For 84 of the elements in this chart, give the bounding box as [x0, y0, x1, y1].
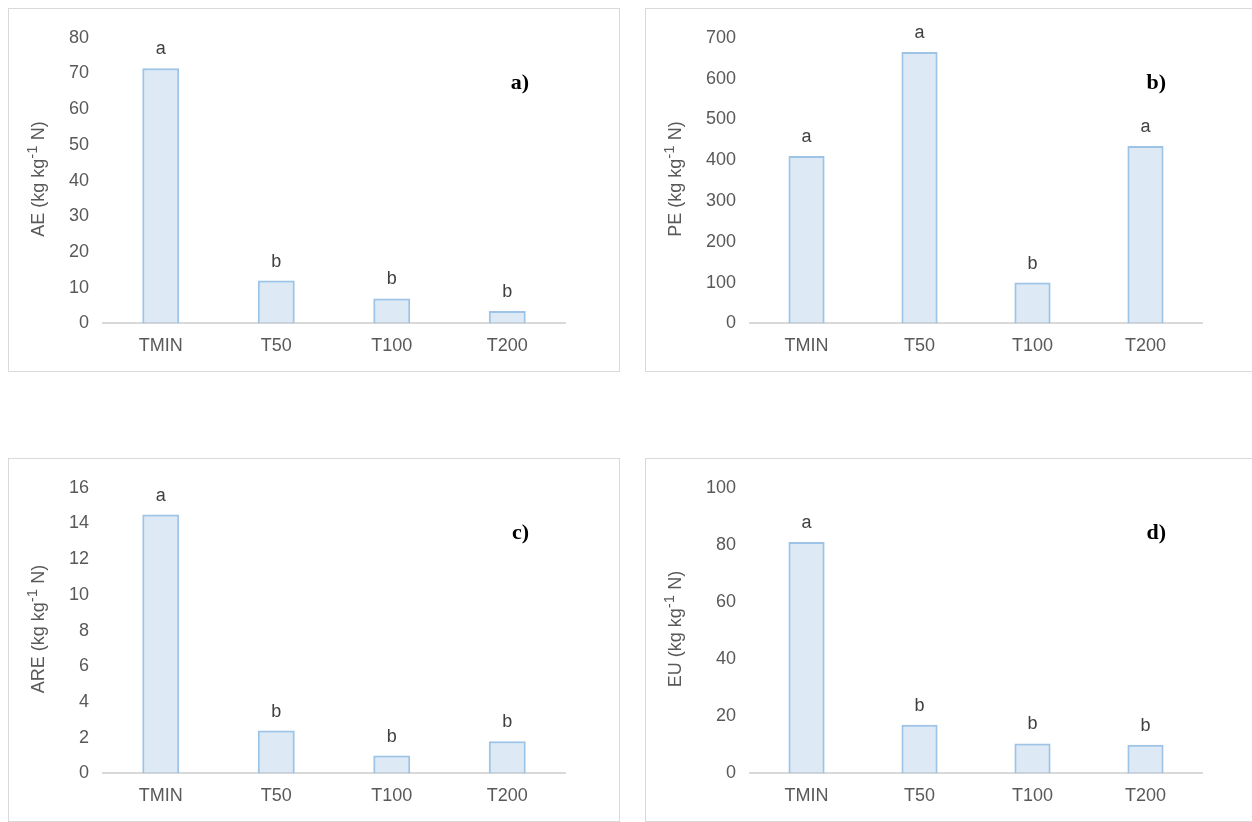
annotation: b: [502, 280, 513, 301]
annotation: b: [914, 694, 925, 715]
bar: [488, 310, 526, 324]
y-tick-label: 10: [68, 583, 90, 604]
bar: [373, 755, 411, 774]
y-tick-label: 40: [68, 169, 90, 190]
bar: [373, 298, 411, 324]
y-tick-label: 2: [79, 726, 90, 747]
y-tick-label: 20: [68, 240, 90, 261]
x-tick-label: T50: [904, 335, 936, 356]
bar: [142, 514, 180, 774]
x-tick-label: T200: [1124, 785, 1167, 806]
x-tick-label: T100: [1012, 785, 1054, 806]
annotation: b: [1027, 713, 1038, 734]
x-tick-label: T200: [486, 335, 528, 356]
y-tick-label: 0: [79, 762, 90, 783]
y-tick-label: 50: [68, 133, 90, 154]
x-tick-label: TMIN: [138, 785, 183, 806]
annotation: a: [155, 38, 167, 59]
annotation: b: [386, 268, 397, 289]
x-tick-label: T100: [1012, 335, 1054, 356]
annotation: a: [801, 512, 813, 533]
y-tick-label: 70: [68, 62, 90, 83]
annotation: a): [510, 69, 529, 95]
bar: [1127, 744, 1164, 774]
y-tick-label: 60: [68, 98, 90, 119]
y-tick-label: 400: [705, 149, 737, 170]
bar: [1014, 282, 1051, 324]
y-tick-label: 100: [705, 476, 737, 497]
x-tick-label: T50: [260, 785, 292, 806]
annotation: a: [155, 484, 167, 505]
x-tick-label: T50: [260, 335, 292, 356]
y-tick-label: 4: [79, 690, 90, 711]
annotation: b: [1140, 714, 1151, 735]
y-tick-label: 200: [705, 230, 737, 251]
annotation: b): [1146, 69, 1166, 95]
x-tick-label: T100: [371, 335, 413, 356]
annotation: a: [801, 126, 813, 147]
y-tick-label: 80: [716, 533, 737, 554]
y-tick-label: 30: [68, 205, 90, 226]
bar: [1127, 145, 1164, 324]
y-tick-label: 0: [726, 762, 737, 783]
bar: [142, 68, 180, 324]
y-tick-label: 20: [716, 705, 737, 726]
bar: [788, 156, 825, 324]
annotation: b: [271, 250, 282, 271]
annotation: b: [502, 711, 513, 732]
bar: [901, 52, 938, 324]
annotation: a: [1140, 115, 1152, 136]
annotation: b: [1027, 252, 1038, 273]
y-tick-label: 60: [716, 591, 737, 612]
bar: [901, 724, 938, 774]
bar: [488, 741, 526, 774]
x-tick-label: TMIN: [784, 335, 829, 356]
y-tick-label: 300: [705, 189, 737, 210]
y-tick-label: 14: [68, 512, 90, 533]
bar: [257, 730, 295, 774]
x-tick-label: T200: [1124, 335, 1167, 356]
bar: [257, 280, 295, 324]
y-tick-label: 0: [726, 312, 737, 333]
annotation: c): [511, 519, 529, 545]
y-tick-label: 8: [79, 619, 90, 640]
annotation: b: [386, 725, 397, 746]
x-tick-label: T200: [486, 785, 528, 806]
y-tick-label: 80: [68, 26, 90, 47]
bar: [1014, 743, 1051, 774]
bar: [788, 542, 825, 774]
y-tick-label: 12: [68, 548, 90, 569]
y-tick-label: 600: [705, 67, 737, 88]
x-tick-label: T50: [904, 785, 936, 806]
annotation: a: [914, 22, 926, 43]
x-tick-label: TMIN: [784, 785, 829, 806]
y-tick-label: 100: [705, 271, 737, 292]
y-tick-label: 0: [79, 312, 90, 333]
y-tick-label: 10: [68, 276, 90, 297]
annotation: d): [1146, 519, 1166, 545]
x-tick-label: TMIN: [138, 335, 183, 356]
y-tick-label: 16: [68, 476, 90, 497]
y-tick-label: 40: [716, 648, 737, 669]
annotation: b: [271, 700, 282, 721]
y-tick-label: 500: [705, 108, 737, 129]
y-tick-label: 6: [79, 655, 90, 676]
x-tick-label: T100: [371, 785, 413, 806]
y-tick-label: 700: [705, 26, 737, 47]
